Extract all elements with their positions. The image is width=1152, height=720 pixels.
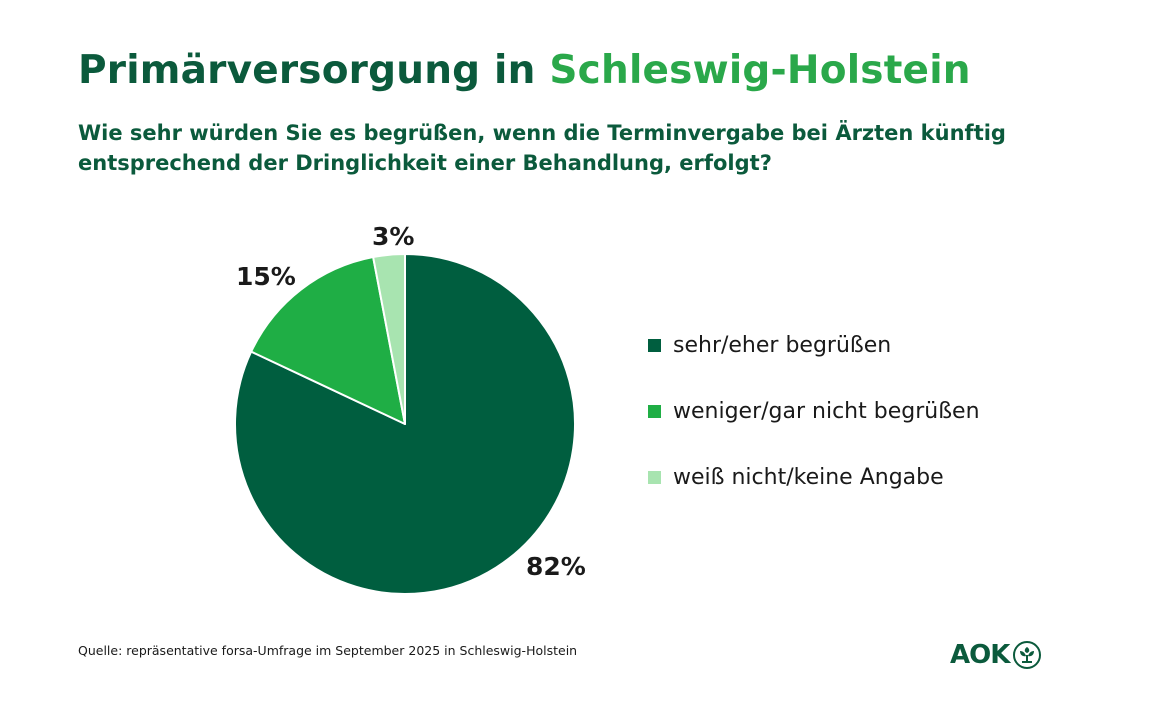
chart-legend: sehr/eher begrüßen weniger/gar nicht beg… <box>648 328 980 526</box>
slice-label-1: 15% <box>236 262 296 291</box>
legend-label-0: sehr/eher begrüßen <box>673 332 892 358</box>
legend-label-1: weniger/gar nicht begrüßen <box>673 398 980 424</box>
legend-swatch-1 <box>648 404 661 418</box>
pie-slice-1 <box>250 256 406 425</box>
aok-logo: AOK <box>950 640 1042 670</box>
logo-text: AOK <box>950 640 1010 670</box>
page-title: Primärversorgung in Schleswig-Holstein <box>78 48 971 93</box>
title-part-main: Primärversorgung in <box>78 48 536 93</box>
title-part-region: Schleswig-Holstein <box>549 48 971 93</box>
legend-swatch-0 <box>648 338 661 352</box>
pie-slice-0 <box>234 253 576 595</box>
slice-label-0: 82% <box>526 552 586 581</box>
pie-slice-2 <box>372 253 406 425</box>
aok-tree-icon <box>1013 641 1042 669</box>
legend-item-1: weniger/gar nicht begrüßen <box>648 394 980 428</box>
chart-question: Wie sehr würden Sie es begrüßen, wenn di… <box>78 121 1006 175</box>
legend-swatch-2 <box>648 470 661 484</box>
legend-item-2: weiß nicht/keine Angabe <box>648 460 980 494</box>
slice-label-2: 3% <box>372 222 415 251</box>
legend-label-2: weiß nicht/keine Angabe <box>673 464 944 490</box>
legend-item-0: sehr/eher begrüßen <box>648 328 980 362</box>
source-note: Quelle: repräsentative forsa-Umfrage im … <box>78 643 578 658</box>
